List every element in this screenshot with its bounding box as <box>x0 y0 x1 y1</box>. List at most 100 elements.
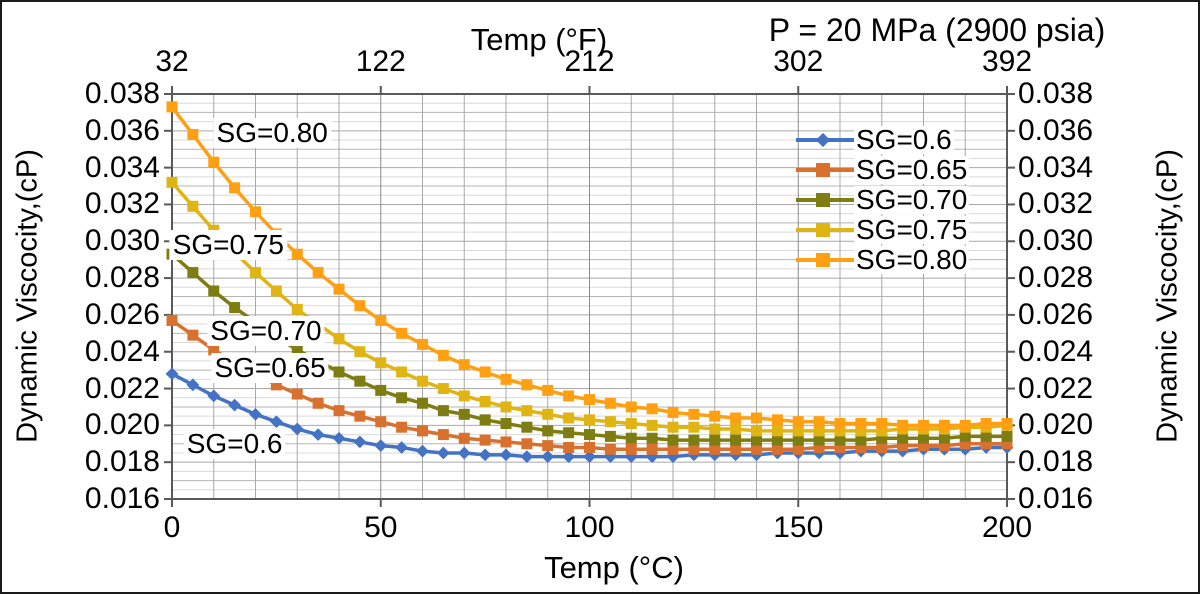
left-axis-tick: 0.024 <box>84 334 160 368</box>
data-point-SG=0.75 <box>730 423 742 435</box>
top-axis-tick: 392 <box>981 45 1033 78</box>
data-point-SG=0.80 <box>792 416 804 428</box>
legend-label: SG=0.80 <box>854 244 970 275</box>
data-point-SG=0.6 <box>290 422 304 436</box>
left-axis-tick: 0.032 <box>84 187 160 221</box>
data-point-SG=0.80 <box>959 419 971 431</box>
right-axis-tick: 0.018 <box>1018 445 1094 479</box>
data-point-SG=0.80 <box>333 283 345 295</box>
data-point-SG=0.80 <box>667 406 679 418</box>
data-point-SG=0.75 <box>625 418 637 430</box>
data-point-SG=0.65 <box>709 443 721 455</box>
data-point-SG=0.80 <box>646 403 658 415</box>
data-point-SG=0.65 <box>730 443 742 455</box>
data-point-SG=0.70 <box>396 392 408 404</box>
data-point-SG=0.70 <box>688 434 700 446</box>
data-point-SG=0.65 <box>354 410 366 422</box>
left-axis-tick: 0.028 <box>84 261 160 295</box>
left-axis-tick: 0.016 <box>84 482 160 515</box>
data-point-SG=0.80 <box>250 206 261 218</box>
bottom-axis-label: Temp (°C) <box>544 550 684 585</box>
left-axis-tick: 0.030 <box>84 224 160 258</box>
legend-entry-SG=0.70: SG=0.70 <box>796 184 970 215</box>
data-point-SG=0.80 <box>855 418 867 430</box>
right-axis-tick: 0.026 <box>1018 297 1094 331</box>
data-point-SG=0.6 <box>165 367 179 381</box>
data-point-SG=0.80 <box>166 101 178 113</box>
data-point-SG=0.80 <box>291 248 303 260</box>
data-point-SG=0.80 <box>834 418 846 430</box>
data-point-SG=0.65 <box>333 405 345 417</box>
top-axis-tick: 212 <box>564 45 615 78</box>
data-point-SG=0.6 <box>541 450 555 464</box>
data-point-SG=0.65 <box>646 443 658 455</box>
data-point-SG=0.70 <box>855 434 867 446</box>
right-axis-tick: 0.036 <box>1018 113 1094 147</box>
data-point-SG=0.65 <box>751 443 762 455</box>
data-point-SG=0.6 <box>270 415 283 429</box>
bottom-axis-tick: 0 <box>163 511 181 544</box>
data-point-SG=0.80 <box>208 156 220 168</box>
data-point-SG=0.75 <box>250 267 261 279</box>
right-axis-label: Dynamic Viscocity,(cP) <box>1151 149 1184 443</box>
top-axis-label: Temp (°F) <box>470 22 608 57</box>
top-axis-tick: 32 <box>155 45 189 78</box>
data-point-SG=0.70 <box>667 434 679 446</box>
data-point-SG=0.70 <box>479 414 491 426</box>
data-point-SG=0.70 <box>813 434 825 446</box>
data-point-SG=0.80 <box>876 418 888 430</box>
data-point-SG=0.75 <box>521 405 533 417</box>
data-point-SG=0.70 <box>834 434 846 446</box>
right-axis-tick: 0.020 <box>1018 408 1094 442</box>
data-point-SG=0.65 <box>417 425 428 437</box>
data-point-SG=0.80 <box>980 418 992 430</box>
data-point-SG=0.75 <box>458 390 470 402</box>
data-point-SG=0.6 <box>478 448 492 462</box>
curve-label-SG=0.65: SG=0.65 <box>211 353 329 384</box>
data-point-SG=0.70 <box>354 375 366 387</box>
data-point-SG=0.65 <box>500 436 512 448</box>
data-point-SG=0.75 <box>876 425 888 437</box>
data-point-SG=0.75 <box>667 421 679 433</box>
left-axis-tick: 0.018 <box>84 445 160 479</box>
left-axis-tick: 0.020 <box>84 408 160 442</box>
right-axis-tick: 0.022 <box>1018 371 1094 405</box>
data-point-SG=0.70 <box>437 405 449 417</box>
data-point-SG=0.75 <box>166 176 178 188</box>
data-point-SG=0.80 <box>229 182 241 194</box>
legend-marker-icon <box>796 132 854 148</box>
data-point-SG=0.70 <box>584 429 595 441</box>
legend-marker-icon <box>796 193 854 207</box>
data-point-SG=0.80 <box>813 416 825 428</box>
data-point-SG=0.65 <box>375 416 387 428</box>
data-point-SG=0.6 <box>457 446 471 460</box>
data-point-SG=0.70 <box>521 421 533 433</box>
legend-entry-SG=0.75: SG=0.75 <box>796 215 970 245</box>
data-point-SG=0.65 <box>312 397 324 409</box>
legend-marker-icon <box>796 163 854 177</box>
data-point-SG=0.80 <box>604 397 616 409</box>
data-point-SG=0.65 <box>542 440 554 452</box>
right-axis-tick: 0.030 <box>1018 224 1094 258</box>
left-axis-tick: 0.026 <box>84 297 160 331</box>
legend-marker-icon <box>796 253 854 267</box>
data-point-SG=0.75 <box>375 357 387 369</box>
data-point-SG=0.6 <box>207 389 221 403</box>
data-point-SG=0.65 <box>771 443 783 455</box>
data-point-SG=0.70 <box>918 432 929 444</box>
data-point-SG=0.65 <box>604 443 616 455</box>
data-point-SG=0.65 <box>667 443 679 455</box>
left-axis-tick: 0.038 <box>84 77 160 110</box>
data-point-SG=0.75 <box>396 366 408 378</box>
data-point-SG=0.65 <box>688 443 700 455</box>
data-point-SG=0.65 <box>876 441 888 453</box>
right-axis-tick: 0.038 <box>1018 77 1094 110</box>
data-point-SG=0.70 <box>458 408 470 420</box>
data-point-SG=0.70 <box>542 425 554 437</box>
data-point-SG=0.65 <box>396 421 408 433</box>
data-point-SG=0.80 <box>312 267 324 279</box>
data-point-SG=0.65 <box>458 432 470 444</box>
data-point-SG=0.65 <box>437 429 449 441</box>
left-axis-tick: 0.036 <box>84 113 160 147</box>
legend-label: SG=0.70 <box>854 184 970 215</box>
